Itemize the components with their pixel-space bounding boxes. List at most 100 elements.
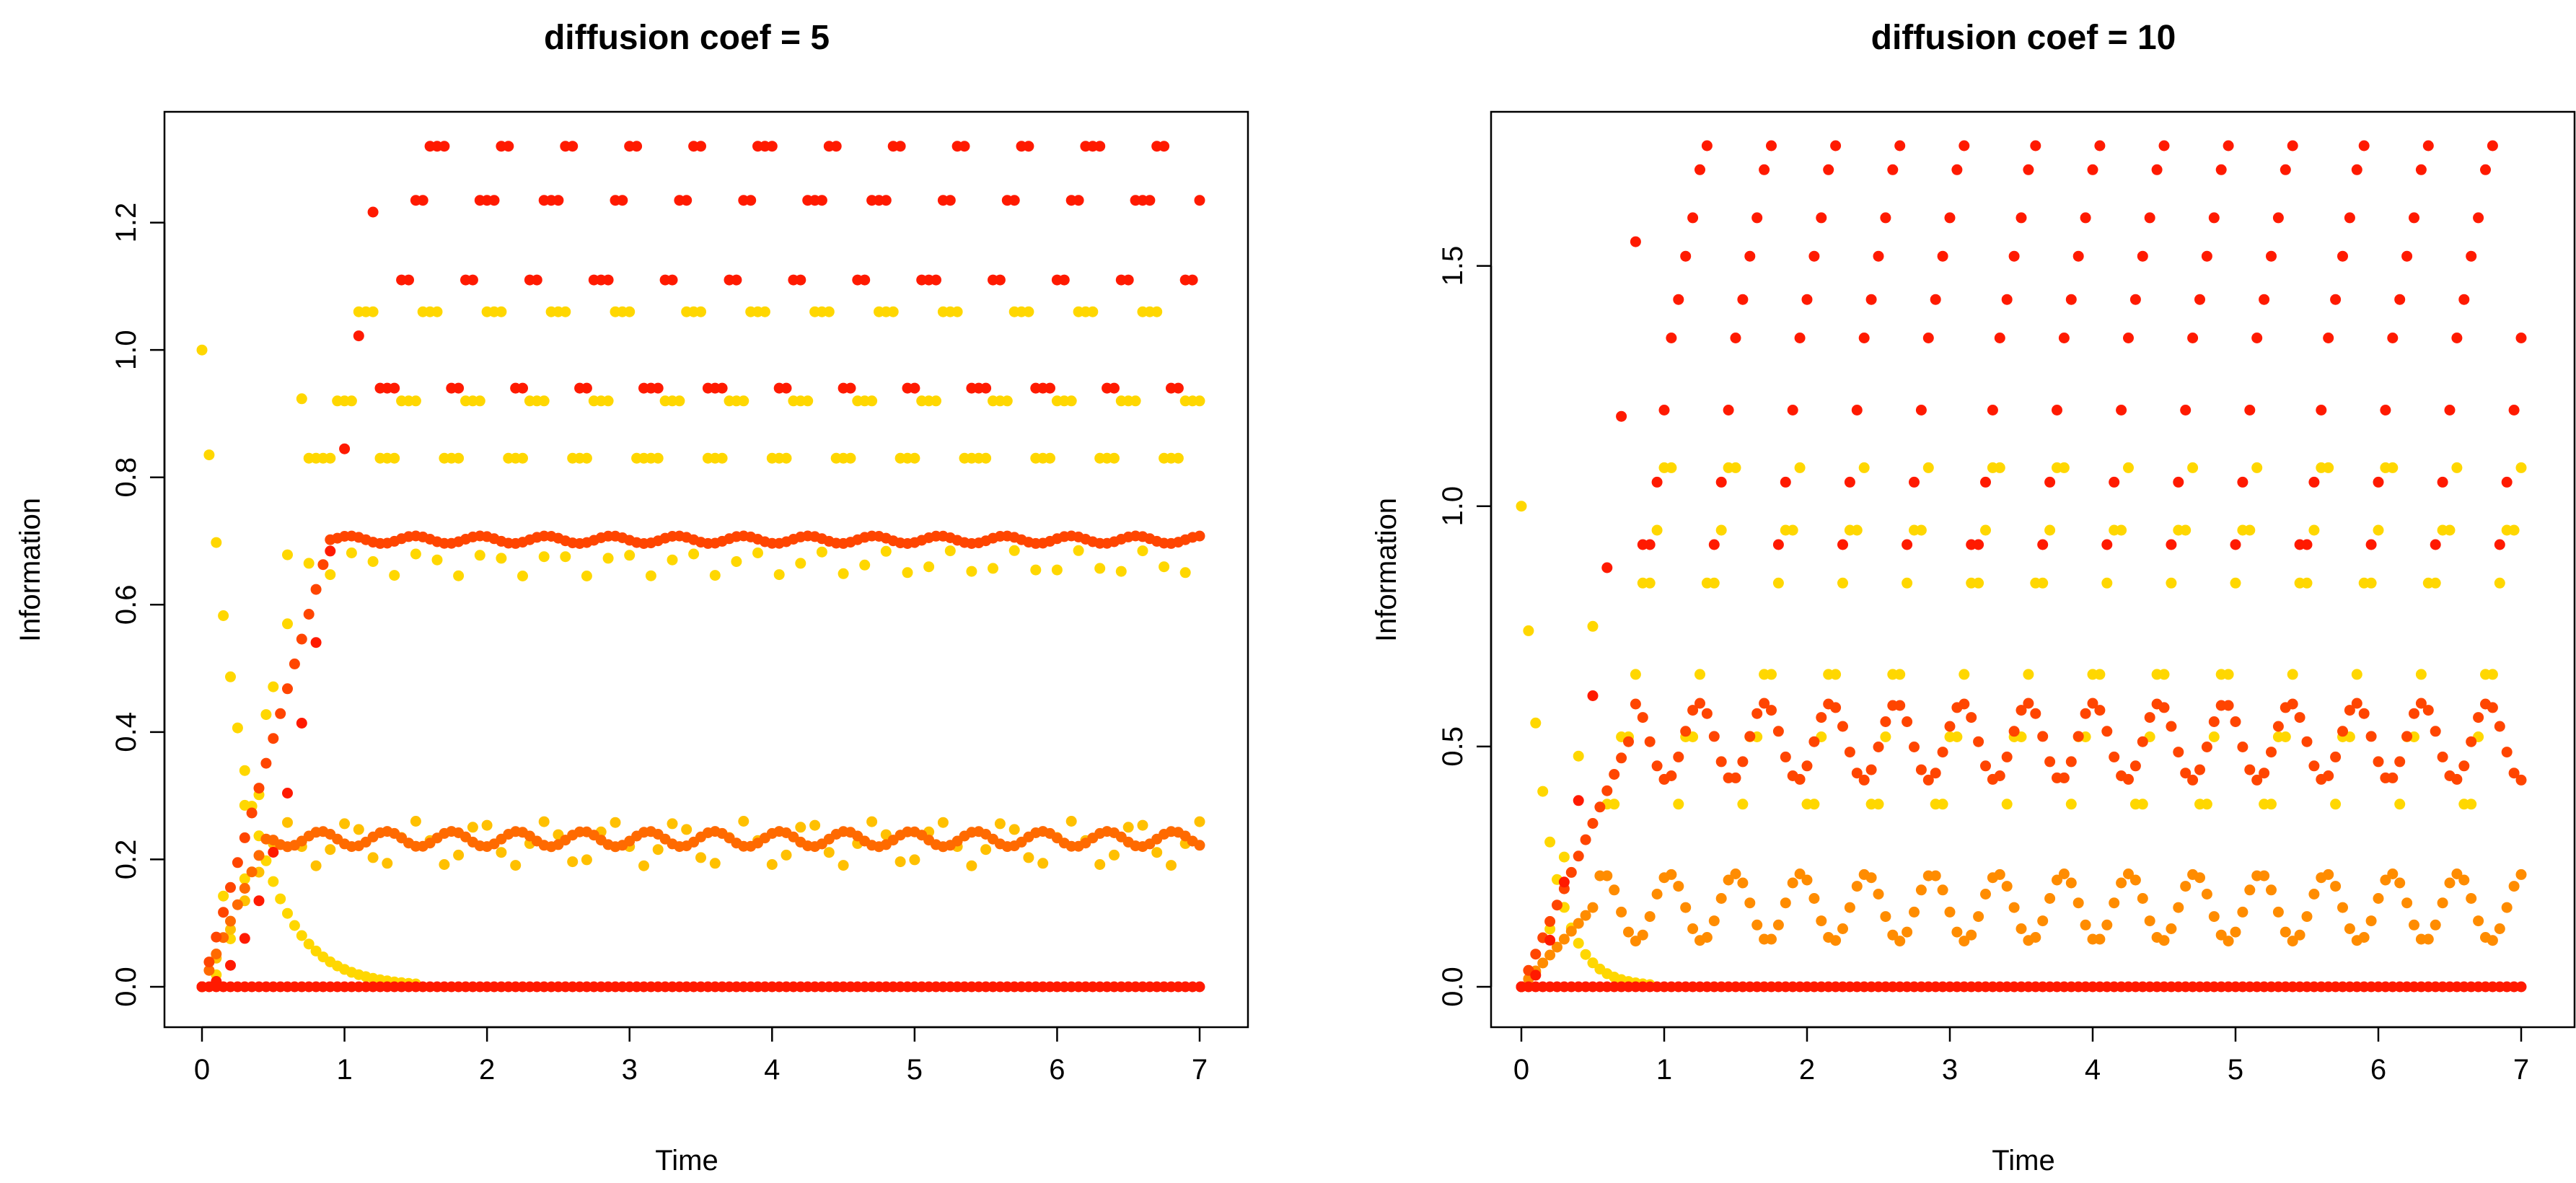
data-point-orange-0.50: [1780, 751, 1791, 762]
data-point-orange-0.15: [2330, 881, 2342, 892]
data-point-orange-0.15: [2123, 868, 2134, 879]
data-point-orange-0.15: [1558, 933, 1570, 945]
data-point-orange-0.50: [2158, 702, 2170, 713]
data-point-yellow-0.2: [709, 858, 721, 869]
data-point-orange-0.15: [1680, 902, 1692, 913]
data-point-red-upper: [439, 141, 450, 152]
data-point-orange-0.15: [1744, 897, 1756, 909]
data-point-orange-0.50: [1816, 712, 1827, 724]
data-point-red-upper: [2437, 476, 2448, 488]
data-point-red-upper: [2166, 539, 2177, 550]
data-point-yellow-0.2: [838, 860, 849, 871]
data-point-orange-0.50: [1759, 698, 1770, 709]
data-point-red-upper: [239, 933, 250, 944]
y-axis-label: Information: [14, 498, 46, 642]
data-point-yellow-decay: [1530, 717, 1542, 729]
y-tick-label: 0.4: [110, 712, 142, 752]
data-point-orange-0.50: [1902, 716, 1913, 727]
data-point-orange-0.50: [2173, 747, 2184, 758]
data-point-yellow-mid: [1837, 577, 1848, 589]
y-tick-label: 0.5: [1437, 726, 1469, 767]
data-point-yellow-upper: [538, 395, 550, 407]
data-point-red-upper: [2215, 164, 2227, 175]
data-point-yellow-0.2: [1166, 860, 1177, 871]
x-tick-label: 0: [194, 1054, 210, 1086]
data-point-yellow-upper: [802, 395, 814, 407]
data-point-orange-0.15: [2201, 889, 2212, 900]
data-point-orange-0.50: [2072, 731, 2084, 742]
data-point-red-upper: [1944, 212, 1956, 224]
data-point-orange-0.15: [1623, 926, 1634, 938]
data-point-orange-0.15: [2015, 923, 2027, 934]
data-point-orange-0.50: [2473, 712, 2484, 724]
data-point-orange-0.70: [211, 931, 222, 943]
data-point-red-upper: [2123, 333, 2134, 343]
data-point-yellow-0.65: [453, 570, 465, 581]
data-point-orange-0.50: [2308, 760, 2320, 772]
data-point-orange-0.15: [1580, 910, 1591, 921]
data-point-red-upper: [2358, 140, 2370, 151]
data-point-yellow-0.65: [282, 618, 293, 630]
data-point-red-upper: [1987, 405, 1998, 415]
data-point-orange-0.15: [1994, 868, 2005, 880]
data-point-yellow-0.65: [1051, 564, 1063, 576]
data-point-red-upper: [1694, 164, 1705, 175]
data-point-orange-0.15: [2287, 936, 2298, 947]
data-point-yellow-mid: [2058, 462, 2070, 473]
data-point-red-upper: [2001, 294, 2013, 305]
data-point-red-upper: [1858, 333, 1870, 343]
data-point-yellow-0.2: [310, 860, 322, 871]
data-point-orange-0.15: [2515, 868, 2527, 880]
data-point-yellow-decay: [275, 893, 286, 905]
data-point-red-upper: [2244, 405, 2256, 415]
data-point-yellow-0.2: [766, 859, 778, 870]
data-point-orange-0.50: [2515, 774, 2527, 786]
data-point-orange-0.50: [2201, 742, 2212, 752]
data-point-red-upper: [1680, 250, 1692, 262]
data-point-orange-0.15: [1973, 911, 1984, 923]
data-point-yellow-upper: [1087, 306, 1099, 317]
data-point-red-upper: [2401, 250, 2413, 262]
data-point-orange-0.15: [1666, 868, 1677, 880]
data-point-yellow-0.2: [382, 858, 393, 869]
data-point-yellow-0.2: [567, 856, 579, 868]
data-point-yellow-decay: [196, 344, 208, 356]
data-point-red-upper: [488, 195, 500, 206]
data-point-yellow-mid: [1651, 524, 1663, 536]
data-point-orange-0.15: [1865, 872, 1877, 884]
data-point-yellow-0.2: [781, 849, 792, 861]
data-point-yellow-0.2: [439, 859, 450, 870]
data-point-yellow-0.2: [467, 822, 478, 833]
data-point-orange-0.15: [1909, 906, 1920, 918]
data-point-red-upper: [1730, 333, 1741, 343]
data-point-yellow-mid: [2387, 462, 2399, 473]
data-point-orange-0.23: [225, 915, 236, 927]
data-point-orange-0.15: [2173, 902, 2184, 913]
data-point-orange-0.50: [2180, 768, 2192, 779]
data-point-yellow-upper: [887, 306, 899, 317]
data-point-orange-0.15: [1673, 881, 1684, 892]
data-point-yellow-0.2: [1023, 852, 1034, 863]
data-point-orange-0.70: [289, 658, 300, 669]
data-point-yellow-0.65: [1179, 567, 1191, 579]
data-point-orange-0.50: [1552, 900, 1562, 911]
data-point-red-upper: [830, 141, 842, 152]
y-tick-label: 1.2: [110, 203, 142, 243]
data-point-orange-0.15: [2466, 893, 2477, 904]
data-point-orange-0.50: [1973, 736, 1984, 747]
data-point-orange-0.15: [1544, 949, 1556, 961]
y-tick-label: 1.0: [1437, 486, 1469, 527]
data-point-orange-0.50: [1666, 770, 1677, 781]
data-point-yellow-0.65: [1115, 566, 1127, 577]
data-point-orange-0.50: [2094, 705, 2106, 716]
data-point-red-upper: [310, 637, 322, 648]
data-point-red-upper: [994, 274, 1006, 286]
data-point-orange-0.23: [232, 899, 243, 910]
data-point-red-upper: [2287, 140, 2298, 151]
data-point-orange-0.50: [2230, 716, 2241, 727]
data-point-yellow-mid: [1673, 799, 1684, 810]
data-point-yellow-decay: [1544, 836, 1556, 848]
data-point-yellow-mid: [2466, 799, 2477, 810]
data-point-yellow-0.2: [410, 816, 421, 827]
